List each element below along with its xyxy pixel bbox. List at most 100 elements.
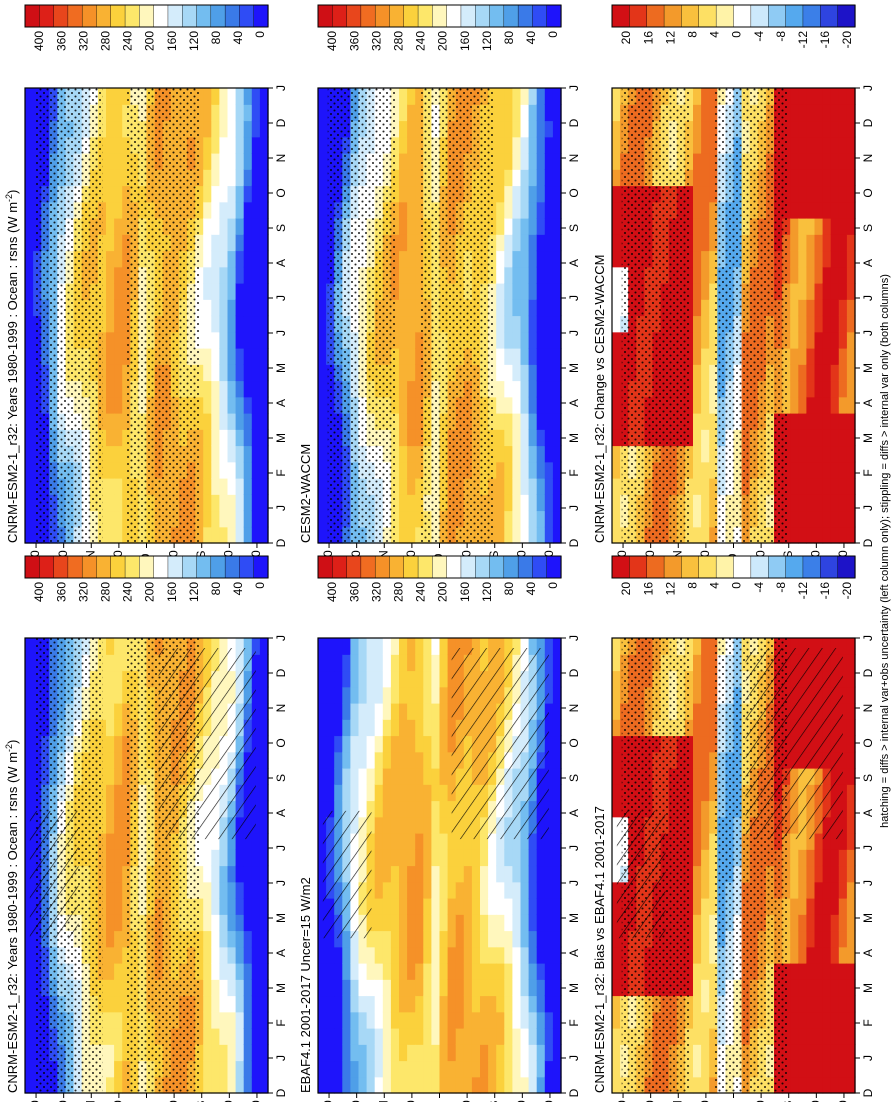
heatmap-cell xyxy=(106,315,115,333)
heatmap-cell xyxy=(415,250,424,268)
heatmap-cell xyxy=(790,445,799,463)
heatmap-cell xyxy=(350,1060,360,1078)
heatmap-cell xyxy=(806,364,816,382)
heatmap-cell xyxy=(259,461,269,479)
heatmap-cell xyxy=(528,104,538,122)
heatmap-cell xyxy=(203,413,212,430)
heatmap-cell xyxy=(693,1028,702,1045)
heatmap-cell xyxy=(480,638,489,655)
heatmap-cell xyxy=(251,686,261,704)
heatmap-cell xyxy=(496,445,505,463)
heatmap-cell xyxy=(512,429,522,447)
heatmap-cell xyxy=(251,800,261,818)
heatmap-cell xyxy=(106,153,115,170)
heatmap-cell xyxy=(366,719,376,737)
heatmap-cell xyxy=(544,784,554,802)
heatmap-cell xyxy=(471,946,481,964)
heatmap-cell xyxy=(415,751,424,769)
heatmap-cell xyxy=(504,266,513,284)
heatmap-cell xyxy=(431,1011,441,1029)
heatmap-cell xyxy=(552,865,562,883)
colorbar-frame xyxy=(317,4,562,28)
heatmap-cell xyxy=(259,526,269,544)
heatmap-cell xyxy=(227,136,237,154)
heatmap-cell xyxy=(415,1044,424,1062)
heatmap-cell xyxy=(709,1076,718,1094)
heatmap-cell xyxy=(259,816,269,834)
heatmap-cell xyxy=(496,396,505,414)
colorbar-swatch xyxy=(374,4,391,28)
heatmap-cell xyxy=(431,849,441,867)
heatmap-cell xyxy=(822,478,832,495)
heatmap-cell xyxy=(838,283,848,300)
stippling xyxy=(34,88,200,543)
heatmap-cell xyxy=(512,218,522,235)
heatmap-cell xyxy=(318,914,327,932)
colorbar-label: 360 xyxy=(347,31,361,51)
heatmap-cell xyxy=(544,719,554,737)
heatmap-cell xyxy=(334,686,343,704)
heatmap-cell xyxy=(496,995,505,1013)
heatmap-cell xyxy=(114,461,123,479)
heatmap-cell xyxy=(536,429,546,447)
heatmap-cell xyxy=(544,979,554,997)
heatmap-cell xyxy=(374,898,384,915)
colorbar-swatch xyxy=(182,4,198,28)
heatmap-cell xyxy=(701,979,710,997)
heatmap-cell xyxy=(701,283,710,300)
heatmap-cell xyxy=(544,800,554,818)
heatmap-cell xyxy=(318,266,327,284)
heatmap-cell xyxy=(701,104,710,122)
heatmap-cell xyxy=(455,1044,465,1062)
colorbar-swatch xyxy=(332,555,348,579)
heatmap-cell xyxy=(382,816,392,834)
heatmap-cell xyxy=(431,946,441,964)
heatmap-cell xyxy=(528,266,538,284)
month-label: J xyxy=(567,505,581,511)
heatmap-cell xyxy=(243,153,253,170)
heatmap-cell xyxy=(423,735,432,753)
colorbar-swatch xyxy=(403,4,419,28)
heatmap-cell xyxy=(382,686,392,704)
heatmap-cell xyxy=(423,930,432,948)
colorbar-label: 0 xyxy=(253,582,267,589)
colorbar-swatch xyxy=(253,555,269,579)
heatmap-cell xyxy=(504,429,513,447)
heatmap-cell xyxy=(814,283,824,300)
heatmap-cell xyxy=(259,169,269,187)
heatmap-cell xyxy=(471,995,481,1013)
heatmap-cell xyxy=(709,735,718,753)
month-label: N xyxy=(861,154,875,163)
heatmap-cell xyxy=(447,946,457,964)
heatmap-cell xyxy=(520,995,530,1013)
heatmap-cell xyxy=(25,1060,34,1078)
heatmap-cell xyxy=(830,283,840,300)
heatmap-cell xyxy=(390,703,400,720)
heatmap-cell xyxy=(830,315,840,333)
heatmap-cell xyxy=(709,703,718,720)
heatmap-cell xyxy=(259,898,269,915)
heatmap-cell xyxy=(227,185,237,203)
heatmap-cell xyxy=(536,1076,546,1094)
heatmap-cell xyxy=(203,1060,212,1078)
heatmap-cell xyxy=(366,768,376,785)
heatmap-cell xyxy=(243,364,253,382)
heatmap-cell xyxy=(838,218,848,235)
heatmap-cell xyxy=(366,963,376,980)
heatmap-cell xyxy=(496,218,505,235)
heatmap-cell xyxy=(439,1060,449,1078)
heatmap-cell xyxy=(122,638,131,655)
colorbar-label: 200 xyxy=(436,31,450,51)
heatmap-cell xyxy=(122,768,131,785)
heatmap-cell xyxy=(358,735,368,753)
panel-left-2: DJFMAMJJASONDJ8060°N20020°S6080EBAF4.1 2… xyxy=(298,555,581,1102)
heatmap-cell xyxy=(798,510,807,528)
heatmap-cell xyxy=(114,686,123,704)
heatmap-cell xyxy=(512,930,522,948)
heatmap-cell xyxy=(504,1044,513,1062)
heatmap-cell xyxy=(447,930,457,948)
heatmap-cell xyxy=(431,686,441,704)
heatmap-cell xyxy=(544,104,554,122)
heatmap-cell xyxy=(227,429,237,447)
heatmap-cell xyxy=(211,201,220,219)
